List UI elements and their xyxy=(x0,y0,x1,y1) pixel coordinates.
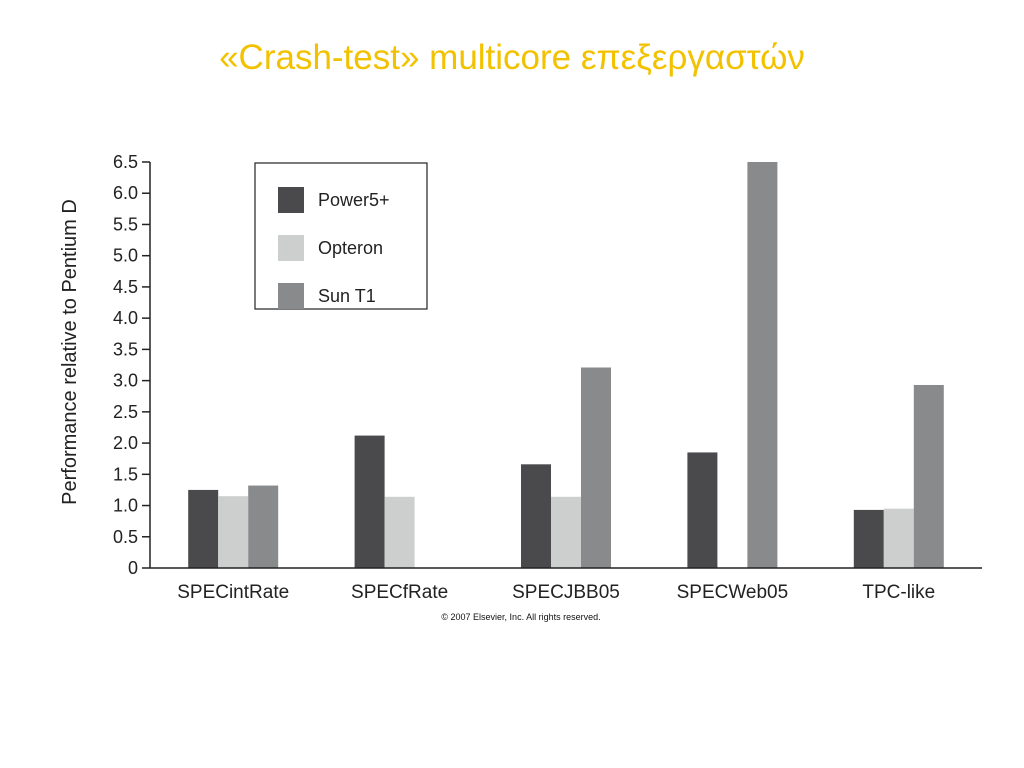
bars xyxy=(188,162,944,568)
y-tick-label: 0.5 xyxy=(113,527,138,547)
bar-opteron-specjbb05 xyxy=(551,496,581,568)
x-category-label: TPC-like xyxy=(862,582,935,603)
bar-power5--specintrate xyxy=(188,489,219,568)
y-tick-label: 4.5 xyxy=(113,277,138,297)
y-tick-label: 1.0 xyxy=(113,496,138,516)
bar-opteron-tpc-like xyxy=(883,508,914,568)
copyright-footnote: © 2007 Elsevier, Inc. All rights reserve… xyxy=(441,612,600,622)
legend-label: Sun T1 xyxy=(318,286,376,306)
y-tick-label: 2.5 xyxy=(113,402,138,422)
bar-power5--specweb05 xyxy=(687,452,718,568)
bar-opteron-specintrate xyxy=(218,496,249,568)
y-tick-label: 5.5 xyxy=(113,214,138,234)
legend-swatch xyxy=(278,235,304,261)
y-axis-label: Performance relative to Pentium D xyxy=(59,199,81,505)
x-category-label: SPECWeb05 xyxy=(677,582,789,603)
y-tick-label: 0 xyxy=(128,558,138,578)
bar-power5--tpc-like xyxy=(853,509,884,568)
x-category-label: SPECJBB05 xyxy=(512,582,620,603)
x-category-label: SPECfRate xyxy=(351,582,448,603)
y-tick-label: 1.5 xyxy=(113,464,138,484)
legend: Power5+ Opteron Sun T1 xyxy=(254,162,428,310)
x-category-label: SPECintRate xyxy=(177,582,289,603)
legend-label: Power5+ xyxy=(318,190,390,210)
slide-title: «Crash-test» multicore επεξεργαστών xyxy=(219,38,805,77)
y-tick-label: 6.5 xyxy=(113,152,138,172)
bar-sun-t1-specjbb05 xyxy=(581,367,611,568)
legend-swatch xyxy=(278,283,304,309)
bar-power5--specjbb05 xyxy=(521,464,551,568)
bar-sun-t1-tpc-like xyxy=(913,384,944,568)
bar-opteron-specfrate xyxy=(384,496,415,568)
y-tick-label: 3.5 xyxy=(113,339,138,359)
x-axis: SPECintRate SPECfRate SPECJBB05 SPECWeb05 TP… xyxy=(150,567,982,603)
legend-label: Opteron xyxy=(318,238,383,258)
bar-sun-t1-specintrate xyxy=(248,485,279,568)
y-tick-label: 5.0 xyxy=(113,246,138,266)
y-tick-label: 3.0 xyxy=(113,371,138,391)
y-tick-label: 4.0 xyxy=(113,308,138,328)
bar-power5--specfrate xyxy=(354,435,385,568)
y-tick-label: 6.0 xyxy=(113,183,138,203)
y-axis: 0 0.5 1.0 1.5 2.0 2.5 3.0 3.5 4.0 4.5 5.0 5.5 6.0 6.5 xyxy=(113,152,151,578)
bar-sun-t1-specweb05 xyxy=(747,162,778,568)
legend-swatch xyxy=(278,187,304,213)
y-tick-label: 2.0 xyxy=(113,433,138,453)
